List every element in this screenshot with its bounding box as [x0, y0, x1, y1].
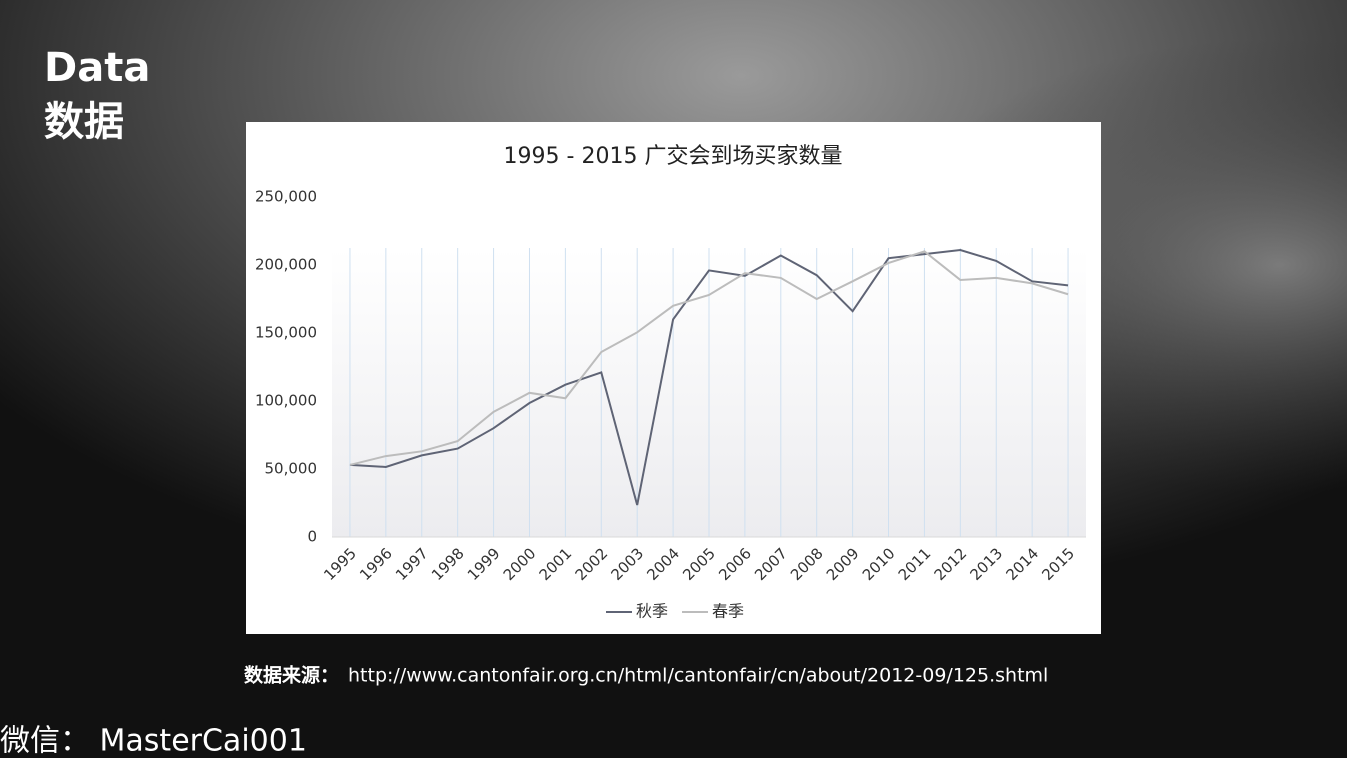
- legend-label: 春季: [712, 602, 744, 621]
- series-line: [349, 249, 1069, 506]
- source-label: 数据来源：: [244, 664, 339, 687]
- y-tick-label: 50,000: [265, 460, 318, 478]
- y-tick-label: 200,000: [255, 256, 317, 274]
- y-tick-label: 0: [307, 528, 317, 546]
- y-tick-label: 250,000: [255, 188, 317, 206]
- footer: 微信： MasterCai001: [0, 724, 307, 758]
- heading: Data: [44, 45, 150, 91]
- series-line: [349, 250, 1069, 466]
- heading: 数据: [44, 99, 124, 145]
- source-url: http://www.cantonfair.org.cn/html/canton…: [348, 665, 1048, 687]
- legend-label: 秋季: [636, 602, 668, 621]
- y-tick-label: 150,000: [255, 324, 317, 342]
- y-tick-label: 100,000: [255, 392, 317, 410]
- chart-title: 1995 - 2015 广交会到场买家数量: [504, 144, 843, 169]
